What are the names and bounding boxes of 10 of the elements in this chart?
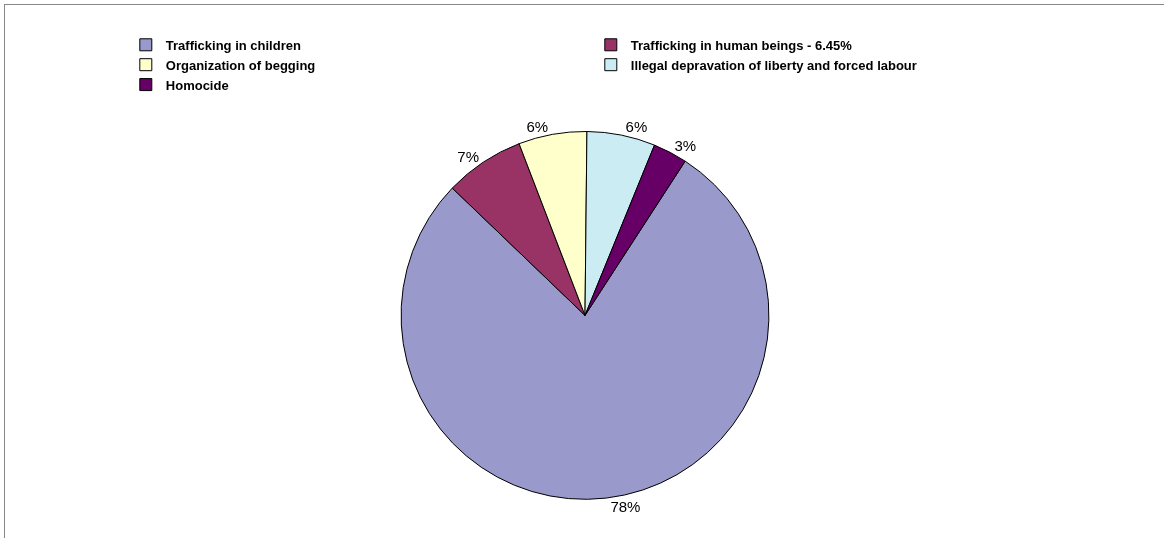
data-label: 3% [674, 137, 697, 155]
legend-label: Trafficking in children [165, 37, 301, 53]
data-label: 7% [457, 147, 479, 165]
data-label: 6% [625, 118, 648, 136]
data-label: 78% [610, 497, 641, 515]
data-label: 6% [526, 117, 549, 135]
legend-label: Organization of begging [165, 57, 316, 73]
legend-label: Homocide [165, 77, 229, 93]
legend-label: Trafficking in human beings - 6.45% [630, 37, 853, 53]
legend-label: Illegal depravation of liberty and forced labour [630, 57, 917, 73]
